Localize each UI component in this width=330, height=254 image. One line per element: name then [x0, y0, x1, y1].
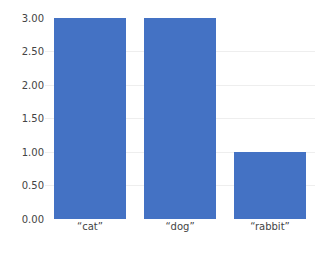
svg-text:2.00: 2.00 — [22, 80, 44, 91]
svg-text:“rabbit”: “rabbit” — [250, 221, 289, 232]
svg-text:0.00: 0.00 — [22, 214, 44, 225]
svg-text:2.50: 2.50 — [22, 46, 44, 57]
svg-text:3.00: 3.00 — [22, 13, 44, 24]
svg-text:1.50: 1.50 — [22, 113, 44, 124]
svg-text:“dog”: “dog” — [165, 221, 194, 232]
svg-text:1.00: 1.00 — [22, 147, 44, 158]
svg-text:“cat”: “cat” — [77, 221, 103, 232]
svg-text:0.50: 0.50 — [22, 180, 44, 191]
